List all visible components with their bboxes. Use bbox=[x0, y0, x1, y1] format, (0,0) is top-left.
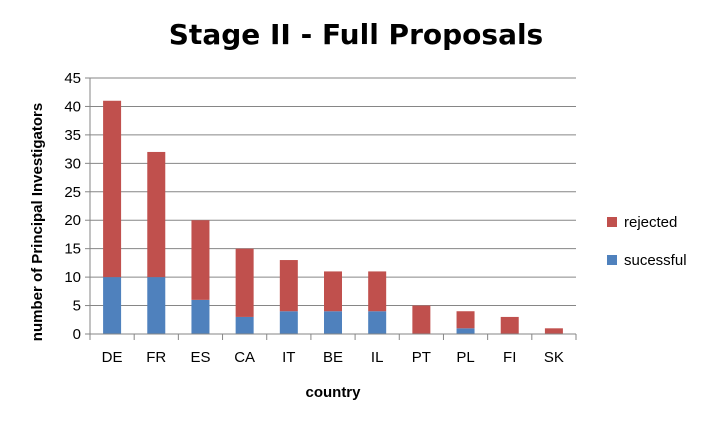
x-tick-labels: DE FR ES CA IT BE IL PT PL FI SK bbox=[102, 349, 564, 366]
bar-rejected-fi bbox=[500, 316, 519, 334]
bar-rejected-sk bbox=[544, 328, 563, 334]
bar-sucessful-de bbox=[103, 277, 122, 334]
bar-sucessful-be bbox=[324, 311, 342, 334]
y-tick-label: 20 bbox=[64, 212, 81, 229]
x-tick-label: PL bbox=[456, 349, 474, 366]
y-tick-label: 5 bbox=[73, 298, 81, 315]
bar-rejected-be bbox=[324, 271, 342, 312]
bar-rejected-it bbox=[279, 260, 298, 312]
y-tick-label: 45 bbox=[64, 70, 81, 87]
y-tick-label: 0 bbox=[73, 326, 81, 343]
y-tick-label: 35 bbox=[64, 127, 81, 144]
bar-rejected-fr bbox=[147, 151, 166, 278]
bars bbox=[103, 100, 563, 334]
y-tick-label: 40 bbox=[64, 98, 81, 115]
y-axis-title: number of Principal Investigators bbox=[29, 103, 46, 341]
x-tick-label: SK bbox=[544, 349, 564, 366]
x-tick-label: FR bbox=[146, 349, 166, 366]
x-tick-label: BE bbox=[323, 349, 343, 366]
bar-rejected-ca bbox=[235, 248, 254, 317]
y-tick-labels: 0 5 10 15 20 25 30 35 40 45 bbox=[64, 70, 81, 343]
x-tick-label: CA bbox=[234, 349, 255, 366]
x-tick-label: PT bbox=[412, 349, 431, 366]
bar-sucessful-es bbox=[191, 299, 210, 334]
chart-title: Stage II - Full Proposals bbox=[169, 18, 543, 51]
bar-sucessful-fr bbox=[147, 277, 166, 334]
x-tick-label: IL bbox=[371, 349, 384, 366]
bar-sucessful-it bbox=[279, 311, 298, 334]
y-tick-label: 30 bbox=[64, 155, 81, 172]
y-tick-label: 10 bbox=[64, 269, 81, 286]
legend: rejected sucessful bbox=[607, 214, 687, 269]
bar-sucessful-ca bbox=[235, 316, 254, 334]
bar-rejected-es bbox=[191, 220, 210, 300]
x-tick-label: ES bbox=[190, 349, 210, 366]
legend-swatch-rejected bbox=[607, 217, 617, 227]
y-tick-label: 15 bbox=[64, 241, 81, 258]
x-tick-label: DE bbox=[102, 349, 123, 366]
y-tick-label: 25 bbox=[64, 184, 81, 201]
bar-rejected-de bbox=[103, 100, 122, 278]
bar-sucessful-pl bbox=[456, 328, 475, 334]
gridlines bbox=[90, 77, 576, 307]
x-tick-label: FI bbox=[503, 349, 516, 366]
bar-rejected-il bbox=[368, 271, 387, 312]
x-tick-label: IT bbox=[282, 349, 295, 366]
x-axis-title: country bbox=[305, 384, 361, 401]
bar-rejected-pt bbox=[412, 305, 431, 334]
legend-label-sucessful: sucessful bbox=[624, 252, 687, 269]
bar-rejected-pl bbox=[456, 311, 475, 329]
axes bbox=[85, 77, 577, 340]
legend-swatch-sucessful bbox=[607, 255, 617, 265]
legend-label-rejected: rejected bbox=[624, 214, 677, 231]
bar-sucessful-il bbox=[368, 311, 387, 334]
